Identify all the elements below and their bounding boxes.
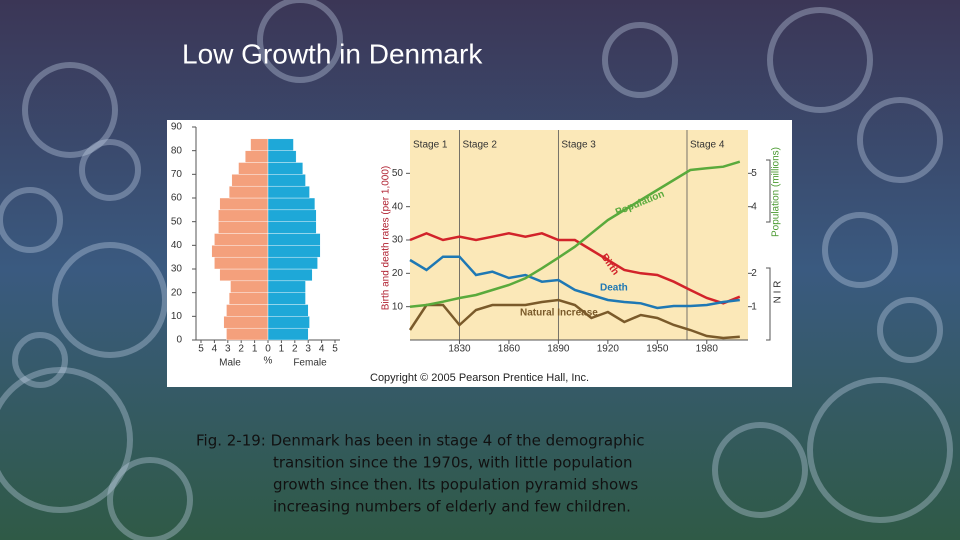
caption-line: growth since then. Its population pyrami…	[273, 476, 638, 494]
copyright: Copyright © 2005 Pearson Prentice Hall, …	[370, 372, 589, 384]
y-axis-label: Birth and death rates (per 1,000)	[381, 166, 392, 311]
y2-tick-label: 1	[751, 301, 757, 312]
pyramid-bar	[218, 209, 269, 222]
x-tick-label: 1920	[597, 344, 620, 355]
stage-label: Stage 2	[462, 140, 497, 151]
stage-label: Stage 3	[561, 140, 596, 151]
pyramid-bar	[267, 162, 304, 175]
pyramid-bar	[214, 256, 269, 270]
x-tick-label: 1890	[547, 344, 570, 355]
y-tick-label: 10	[392, 301, 404, 312]
pyramid-bar	[230, 280, 269, 293]
x-tick-label: 1980	[696, 344, 719, 355]
x-tick-label: 3	[305, 344, 311, 355]
x-tick-label: 5	[198, 344, 204, 355]
pyramid-bar	[219, 197, 269, 211]
x-tick-label: 5	[332, 344, 338, 355]
x-tick-label: 0	[265, 344, 271, 355]
pyramid-bar	[245, 150, 269, 163]
pyramid-bar	[238, 162, 269, 175]
x-tick-label: 1950	[646, 344, 669, 355]
pyramid-bar	[250, 138, 269, 151]
pyramid-bar	[267, 174, 306, 187]
y-tick-label: 10	[171, 311, 183, 322]
pyramid-bar	[267, 138, 294, 151]
pyramid-bar	[267, 268, 313, 282]
x-tick-label: 1	[252, 344, 258, 355]
y-tick-label: 0	[176, 335, 182, 346]
y-tick-label: 20	[392, 268, 404, 279]
pyramid-bar	[267, 150, 297, 163]
y-tick-label: 90	[171, 122, 183, 133]
caption-line: increasing numbers of elderly and few ch…	[273, 498, 631, 516]
caption-line: transition since the 1970s, with little …	[273, 454, 633, 472]
pyramid-bar	[267, 316, 310, 329]
pyramid-bar	[214, 233, 269, 246]
pyramid-bar	[267, 209, 317, 222]
x-tick-label: 1	[279, 344, 285, 355]
stage-label: Stage 4	[690, 140, 725, 151]
pyramid-bar	[211, 245, 269, 258]
pyramid-bar	[267, 304, 309, 317]
slide-title: Low Growth in Denmark	[182, 38, 483, 69]
pyramid-bar	[267, 327, 309, 341]
x-tick-label: 2	[292, 344, 298, 355]
stage-label: Stage 1	[413, 140, 448, 151]
y-tick-label: 50	[392, 168, 404, 179]
x-tick-label: 4	[319, 344, 325, 355]
pyramid-bar	[218, 221, 269, 234]
x-tick-label: 1830	[448, 344, 471, 355]
pyramid-bar	[267, 197, 316, 211]
series-line	[409, 255, 740, 310]
y-tick-label: 20	[171, 287, 183, 298]
y-tick-label: 30	[171, 264, 183, 275]
legend-label: Male	[219, 358, 241, 369]
bracket	[766, 159, 771, 223]
y2-tick-label: 5	[751, 168, 757, 179]
pyramid-bar	[226, 327, 269, 341]
y-tick-label: 70	[171, 169, 183, 180]
y-tick-label: 60	[171, 193, 183, 204]
nir-label: N I R	[773, 281, 784, 304]
y-tick-label: 30	[392, 235, 404, 246]
x-tick-label: 3	[225, 344, 231, 355]
series-line	[408, 298, 740, 340]
caption-line: Fig. 2-19: Denmark has been in stage 4 o…	[196, 432, 645, 450]
pyramid-bar	[228, 292, 269, 305]
pyramid-bar	[267, 221, 317, 234]
series-label: Death	[600, 283, 628, 294]
y2-tick-label: 4	[751, 201, 757, 212]
y2-axis-label: Population (millions)	[771, 147, 782, 237]
pyramid-bar	[267, 245, 321, 258]
y-tick-label: 40	[392, 201, 404, 212]
x-tick-label: 2	[238, 344, 244, 355]
y2-tick-label: 2	[751, 268, 757, 279]
pyramid-bar	[267, 280, 306, 293]
x-tick-label: 1860	[498, 344, 521, 355]
x-axis-label: %	[264, 356, 273, 367]
pyramid-bar	[223, 316, 269, 329]
legend-label: Female	[293, 358, 327, 369]
series-line	[409, 231, 741, 305]
pyramid-bar	[219, 268, 269, 282]
pyramid-bar	[267, 233, 321, 246]
pyramid-bar	[228, 185, 269, 199]
series-label: Natural Increase	[520, 308, 598, 319]
y-tick-label: 80	[171, 145, 183, 156]
pyramid-bar	[231, 174, 269, 187]
bracket	[766, 267, 771, 341]
pyramid-bar	[267, 185, 310, 199]
series-line	[409, 160, 741, 308]
y-tick-label: 40	[171, 240, 183, 251]
y-tick-label: 50	[171, 216, 183, 227]
x-tick-label: 4	[212, 344, 218, 355]
pyramid-bar	[267, 292, 306, 305]
pyramid-bar	[267, 256, 318, 270]
pyramid-bar	[226, 304, 269, 317]
